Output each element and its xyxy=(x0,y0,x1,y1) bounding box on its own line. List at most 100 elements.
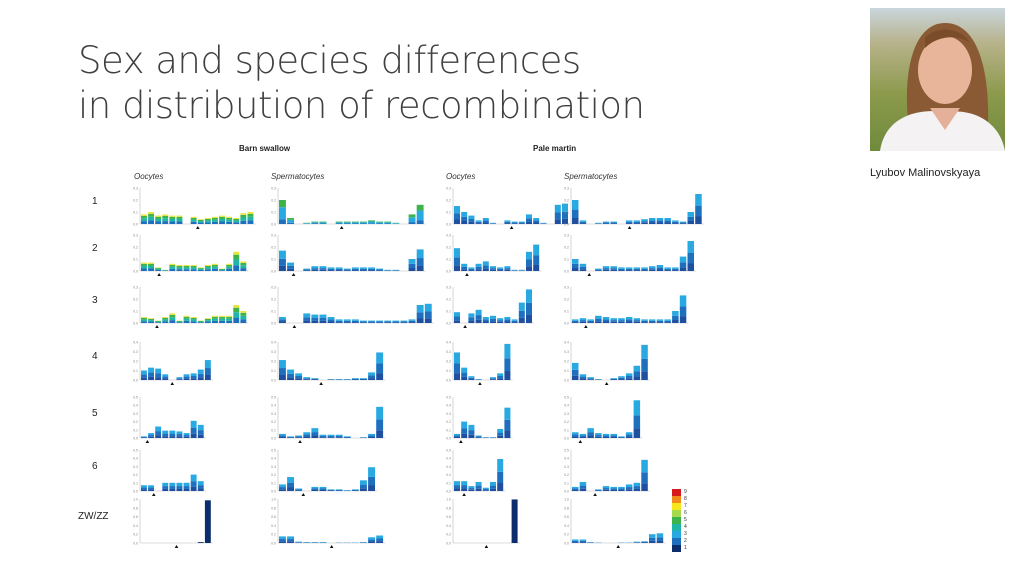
bar-segment xyxy=(625,321,633,323)
bar-segment xyxy=(197,424,204,431)
bar-segment xyxy=(641,268,648,271)
bar-segment xyxy=(579,488,587,491)
bar-segment xyxy=(376,373,384,380)
bar-segment xyxy=(610,486,617,489)
y-tick-label: 0.4 xyxy=(133,524,138,528)
bar-segment xyxy=(176,269,183,271)
bar-segment xyxy=(303,269,311,271)
bar-segment xyxy=(360,267,367,269)
bar-segment xyxy=(554,212,561,220)
bar-segment xyxy=(351,319,359,321)
bar-segment xyxy=(287,477,294,483)
bar-segment xyxy=(468,317,475,321)
bar-segment xyxy=(287,436,294,438)
bar-segment xyxy=(155,221,162,224)
bar-segment xyxy=(190,486,197,491)
bar-segment xyxy=(625,220,633,222)
bar-segment xyxy=(279,433,286,436)
bar-segment xyxy=(360,221,367,223)
bar-segment xyxy=(219,320,225,323)
legend-label: 1 xyxy=(684,545,687,551)
bar-segment xyxy=(641,267,648,269)
bar-segment xyxy=(468,270,475,271)
bar-segment xyxy=(687,212,694,217)
bar-segment xyxy=(176,434,183,437)
bar-segment xyxy=(368,541,375,543)
bar-segment xyxy=(633,267,641,269)
bar-segment xyxy=(295,376,303,379)
bar-segment xyxy=(408,268,416,271)
bar-segment xyxy=(155,267,162,268)
bar-segment xyxy=(155,215,162,217)
bar-segment xyxy=(641,270,648,271)
bar-segment xyxy=(279,435,286,437)
bar-segment xyxy=(176,379,183,380)
bar-segment xyxy=(247,213,254,217)
celltype-label-pm-spermatocytes: Spermatocytes xyxy=(564,172,618,181)
bar-segment xyxy=(287,265,294,269)
bar-segment xyxy=(497,378,504,380)
bar-segment xyxy=(641,221,648,223)
bar-segment xyxy=(695,194,702,206)
bar-segment xyxy=(526,259,532,267)
bar-segment xyxy=(162,317,169,320)
bar-segment xyxy=(572,259,579,264)
bar-segment xyxy=(579,321,587,323)
bar-segment xyxy=(233,220,240,223)
bar-segment xyxy=(343,269,351,271)
bar-segment xyxy=(482,265,489,269)
species-label-barn-swallow: Barn swallow xyxy=(239,144,291,153)
bar-segment xyxy=(376,321,384,323)
centromere-marker xyxy=(604,382,609,385)
bar-segment xyxy=(610,436,617,438)
y-tick-label: 0.2 xyxy=(133,246,138,250)
bar-segment xyxy=(204,222,211,224)
centromere-marker xyxy=(593,493,597,496)
y-tick-label: 0.3 xyxy=(446,286,451,290)
legend-label: 2 xyxy=(684,538,687,544)
bar-segment xyxy=(625,223,633,224)
bar-segment xyxy=(579,318,587,321)
bar-segment xyxy=(490,481,496,486)
bar-segment xyxy=(343,320,351,323)
bar-segment xyxy=(656,319,664,321)
bar-segment xyxy=(618,437,625,438)
panel-2-barn-swallow-spermatocytes: 0.0 0.1 0.2 0.3 xyxy=(271,234,426,276)
bar-segment xyxy=(141,437,147,438)
bar-segment xyxy=(533,220,540,223)
panel-2-pale-martin-oocytes: 0.0 0.1 0.2 0.3 xyxy=(446,234,542,276)
bar-segment xyxy=(633,365,641,372)
bar-segment xyxy=(504,358,511,371)
bar-segment xyxy=(190,269,197,271)
bar-segment xyxy=(497,321,504,323)
bar-segment xyxy=(240,311,247,313)
bar-segment xyxy=(162,488,169,491)
bar-segment xyxy=(511,322,518,323)
bar-segment xyxy=(190,221,197,224)
bar-segment xyxy=(368,221,375,224)
bar-segment xyxy=(204,500,211,543)
bar-segment xyxy=(169,488,176,491)
bar-segment xyxy=(197,269,204,271)
bar-segment xyxy=(176,221,183,224)
bar-segment xyxy=(687,216,694,221)
centromere-marker xyxy=(174,545,179,548)
bar-segment xyxy=(602,222,610,224)
bar-segment xyxy=(672,267,679,269)
bar-segment xyxy=(504,430,511,438)
bar-segment xyxy=(518,222,525,224)
bar-segment xyxy=(335,322,343,323)
bar-segment xyxy=(504,269,511,271)
bar-segment xyxy=(197,488,204,491)
bar-segment xyxy=(368,467,375,477)
y-tick-label: 0.3 xyxy=(564,234,569,238)
bar-segment xyxy=(610,268,617,270)
bar-segment xyxy=(176,488,183,491)
bar-segment xyxy=(572,322,579,323)
bar-segment xyxy=(240,217,247,221)
bar-segment xyxy=(197,268,204,270)
panel-3-pale-martin-oocytes: 0.0 0.1 0.2 0.3 xyxy=(446,286,535,328)
bar-segment xyxy=(475,436,482,438)
bar-segment xyxy=(679,306,687,317)
y-tick-label: 0.4 xyxy=(564,457,569,461)
